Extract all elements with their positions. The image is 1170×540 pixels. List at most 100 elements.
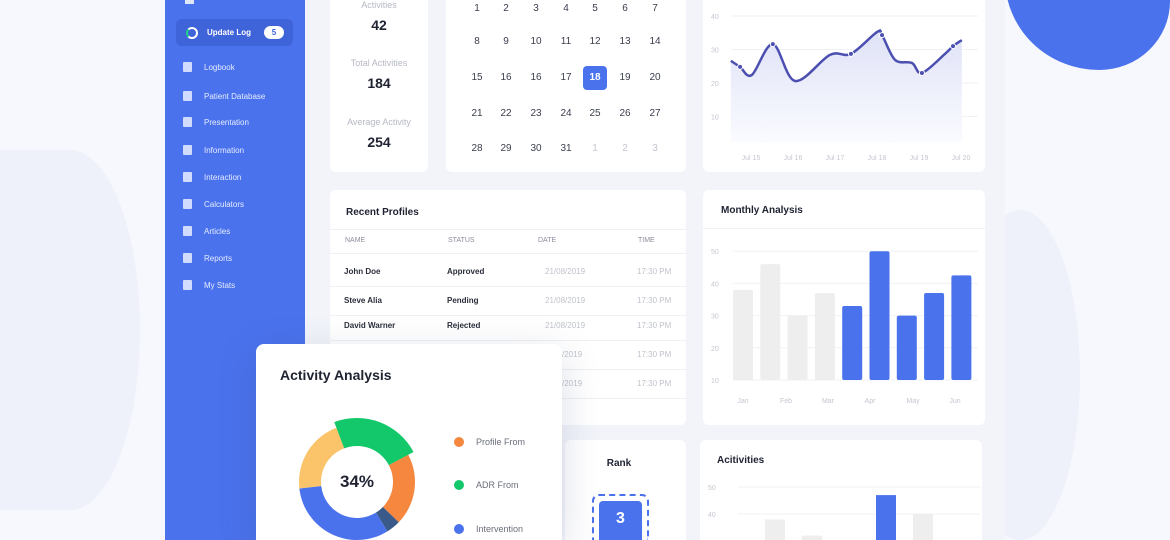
card-title: Rank (606, 458, 632, 469)
sidebar-item-update-log[interactable]: Update Log 5 (176, 19, 293, 46)
bar (869, 251, 890, 380)
calendar-day[interactable]: 15 (471, 72, 483, 83)
calendar-day[interactable]: 7 (652, 3, 658, 14)
calendar-day[interactable]: 21 (471, 108, 483, 119)
column-header[interactable]: DATE (538, 237, 557, 244)
calendar-day[interactable]: 19 (619, 72, 631, 83)
calendar-day[interactable]: 2 (622, 143, 628, 154)
calendar-day[interactable]: 11 (560, 36, 572, 47)
legend-dot (454, 437, 464, 447)
stats-card: Activities 42 Total Activities 184 Avera… (330, 0, 428, 172)
sidebar-item-label: Calculators (204, 199, 245, 209)
sidebar-item-my-stats[interactable]: My Stats (183, 280, 235, 290)
data-point (847, 50, 854, 57)
id-card-icon (183, 91, 192, 101)
sidebar-item-calculators[interactable]: Calculators (183, 199, 244, 209)
column-header[interactable]: TIME (638, 237, 655, 244)
calendar-day[interactable]: 14 (649, 36, 661, 47)
profile-status: Pending (447, 296, 479, 305)
line-area (730, 30, 962, 142)
column-header[interactable]: STATUS (448, 237, 475, 244)
calendar-day[interactable]: 1 (592, 143, 598, 154)
rank-value: 3 (599, 501, 642, 540)
bar (814, 293, 835, 380)
sidebar-item-interaction[interactable]: Interaction (183, 172, 241, 182)
legend-dot (454, 480, 464, 490)
profile-date: 21/08/2019 (545, 296, 586, 305)
calendar-day-selected[interactable]: 18 (583, 66, 607, 90)
stat-value: 254 (367, 134, 391, 150)
calendar-day[interactable]: 16 (530, 72, 542, 83)
x-tick-label: Apr (865, 398, 877, 405)
legend-dot (454, 524, 464, 534)
calendar-day[interactable]: 23 (530, 108, 542, 119)
calendar-day[interactable]: 31 (560, 143, 572, 154)
sidebar-item-presentation[interactable]: Presentation (183, 117, 249, 127)
donut-segment (382, 454, 415, 523)
profile-time: 17:30 PM (637, 267, 672, 276)
calendar-day[interactable]: 20 (649, 72, 661, 83)
calendar-day[interactable]: 2 (503, 3, 509, 14)
data-point (737, 63, 744, 70)
bar (787, 315, 808, 380)
calendar-day[interactable]: 12 (589, 36, 601, 47)
legend-label: Intervention (476, 524, 524, 534)
legend-item: Profile From (454, 437, 525, 447)
calendar-day[interactable]: 27 (649, 108, 661, 119)
donut-segment (334, 418, 414, 466)
sidebar-item-information[interactable]: Information (183, 145, 244, 155)
bar (896, 315, 917, 380)
sidebar-item-label: Presentation (204, 117, 249, 127)
calendar-day[interactable]: 10 (530, 36, 542, 47)
sidebar-item-logbook[interactable]: Logbook (183, 62, 235, 72)
calendar-day[interactable]: 30 (530, 143, 542, 154)
y-tick-label: 10 (711, 378, 719, 385)
report-icon (183, 253, 192, 263)
calendar-day[interactable]: 26 (619, 108, 631, 119)
x-tick-label: Jul 19 (910, 155, 929, 162)
x-tick-label: May (906, 398, 920, 405)
background-blob (0, 150, 140, 510)
y-tick-label: 50 (708, 485, 716, 492)
legend-label: Profile From (476, 437, 526, 447)
presentation-icon (183, 117, 192, 127)
calendar-day[interactable]: 8 (474, 36, 480, 47)
y-tick-label: 20 (711, 346, 719, 353)
profile-name: John Doe (344, 267, 381, 276)
calendar-day[interactable]: 4 (563, 3, 569, 14)
activity-analysis-card: Activity Analysis 34% Profile From ADR F… (256, 344, 562, 540)
calendar-day[interactable]: 24 (560, 108, 572, 119)
calendar-day[interactable]: 9 (503, 36, 509, 47)
calendar-day[interactable]: 5 (592, 3, 598, 14)
calendar-day[interactable]: 28 (471, 143, 483, 154)
bar (765, 519, 785, 540)
sidebar-item-reports[interactable]: Reports (183, 253, 232, 263)
calendar-day[interactable]: 3 (533, 3, 539, 14)
calendar-day[interactable]: 13 (619, 36, 631, 47)
clipboard-icon (183, 145, 192, 155)
profile-status: Approved (447, 267, 485, 276)
column-header[interactable]: NAME (345, 237, 366, 244)
calendar-day[interactable]: 3 (652, 143, 658, 154)
background-blob (1005, 0, 1170, 70)
calendar-day[interactable]: 6 (622, 3, 628, 14)
bar-chart-icon (183, 280, 192, 290)
calendar-day[interactable]: 25 (589, 108, 601, 119)
calendar-day[interactable]: 16 (500, 72, 512, 83)
stat-label: Total Activities (350, 58, 408, 68)
calendar-day[interactable]: 22 (500, 108, 512, 119)
calendar-day[interactable]: 17 (560, 72, 572, 83)
y-tick-label: 20 (711, 81, 719, 88)
data-point (918, 69, 925, 76)
stat-value: 184 (367, 75, 391, 91)
sidebar-item-articles[interactable]: Articles (183, 226, 230, 236)
rank-frame: 3 (592, 494, 649, 540)
calendar-day[interactable]: 1 (474, 3, 480, 14)
sidebar-item-patient-database[interactable]: Patient Database (183, 91, 265, 101)
calendar-day[interactable]: 29 (500, 143, 512, 154)
profile-date: 21/08/2019 (545, 267, 586, 276)
profile-status: Rejected (447, 321, 481, 330)
line-series (730, 29, 963, 83)
bar (876, 495, 896, 540)
line-chart-card: 10 20 30 40 Jul 15 Jul 16 Jul 17 Jul 18 Jul 19 Ju… (703, 0, 985, 172)
